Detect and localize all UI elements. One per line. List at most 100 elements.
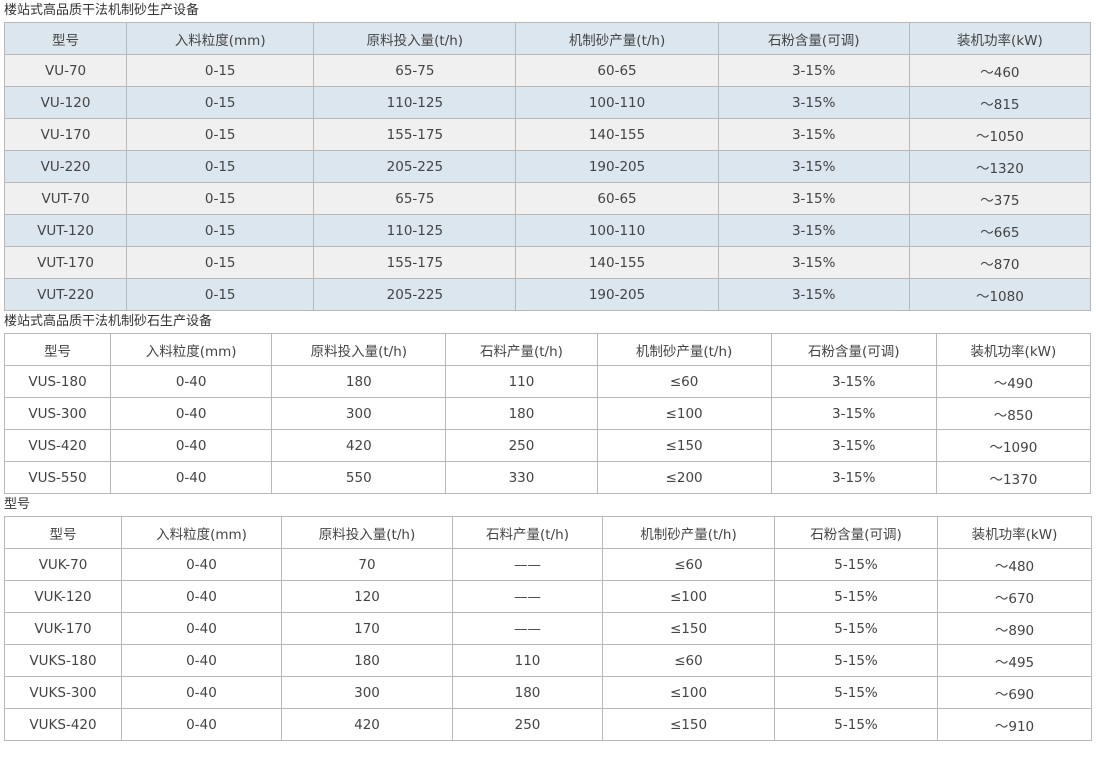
table-cell: ～460 (908, 54, 1092, 87)
table-cell: VUT-70 (3, 182, 128, 215)
table-cell: 100-110 (515, 86, 719, 119)
table-cell: 60-65 (515, 182, 719, 215)
table-cell: 0-40 (121, 548, 282, 581)
table-cell: 0-15 (126, 118, 315, 151)
section-title-3: 型号 (4, 497, 31, 512)
table-cell: 0-40 (110, 365, 273, 398)
table-cell: 0-40 (121, 676, 282, 709)
table-row: VUS-550 0-40 550 330 ≤200 3-15% ～1370 (3, 461, 1092, 494)
column-header: 装机功率(kW) (935, 333, 1092, 366)
column-header: 机制砂产量(t/h) (602, 516, 775, 549)
section-title-2: 楼站式高品质干法机制砂石生产设备 (4, 314, 213, 329)
table-cell: ～1050 (908, 118, 1092, 151)
table-cell: ～670 (937, 580, 1092, 613)
table-cell: 0-40 (121, 580, 282, 613)
column-header: 原料投入量(t/h) (271, 333, 447, 366)
table-cell: 3-15% (770, 461, 937, 494)
column-header: 石粉含量(可调) (774, 516, 938, 549)
table-cell: 180 (271, 365, 447, 398)
table-cell: ～890 (937, 612, 1092, 645)
table-cell: ≤100 (602, 676, 775, 709)
table-cell: VU-120 (3, 86, 128, 119)
table-cell: 3-15% (717, 182, 910, 215)
table-cell: ≤60 (596, 365, 772, 398)
table-row: VUKS-420 0-40 420 250 ≤150 5-15% ～910 (4, 708, 1092, 741)
table-cell: VU-70 (3, 54, 128, 87)
table-cell: ～910 (937, 708, 1092, 741)
table-row: VUKS-180 0-40 180 110 ≤60 5-15% ～495 (4, 644, 1092, 677)
table-cell: VUK-170 (4, 612, 122, 645)
table-cell: 330 (445, 461, 598, 494)
table-cell: 300 (281, 676, 453, 709)
table-cell: 120 (281, 580, 453, 613)
table-cell: 205-225 (313, 150, 517, 183)
table-row: VUS-420 0-40 420 250 ≤150 3-15% ～1090 (3, 429, 1092, 462)
table-row: VUT-120 0-15 110-125 100-110 3-15% ～665 (3, 214, 1092, 247)
table-cell: VUK-70 (4, 548, 122, 581)
table-row: VUK-170 0-40 170 —— ≤150 5-15% ～890 (4, 612, 1092, 645)
column-header: 入料粒度(mm) (126, 22, 315, 55)
table-cell: 205-225 (313, 278, 517, 311)
table-cell: 250 (445, 429, 598, 462)
table-cell: ≤200 (596, 461, 772, 494)
table-cell: 110 (452, 644, 603, 677)
column-header: 石料产量(t/h) (445, 333, 598, 366)
table-row: VUK-70 0-40 70 —— ≤60 5-15% ～480 (4, 548, 1092, 581)
table-cell: 0-15 (126, 246, 315, 279)
column-header: 原料投入量(t/h) (313, 22, 517, 55)
column-header: 装机功率(kW) (937, 516, 1092, 549)
table-cell: 65-75 (313, 182, 517, 215)
table-cell: 190-205 (515, 278, 719, 311)
table-cell: 140-155 (515, 118, 719, 151)
table-cell: 3-15% (717, 54, 910, 87)
table-row: VUT-220 0-15 205-225 190-205 3-15% ～1080 (3, 278, 1092, 311)
table-cell: ～1320 (908, 150, 1092, 183)
table-cell: VUT-120 (3, 214, 128, 247)
table-cell: 0-40 (110, 397, 273, 430)
column-header: 型号 (3, 22, 128, 55)
table-cell: 3-15% (770, 397, 937, 430)
table-row: VU-120 0-15 110-125 100-110 3-15% ～815 (3, 86, 1092, 119)
table-cell: 180 (452, 676, 603, 709)
table-cell: 3-15% (717, 118, 910, 151)
table-cell: ≤60 (602, 644, 775, 677)
table-cell: VUKS-420 (4, 708, 122, 741)
table-cell: ～375 (908, 182, 1092, 215)
table-cell: VU-170 (3, 118, 128, 151)
table-cell: 0-40 (110, 461, 273, 494)
table-body: VUK-70 0-40 70 —— ≤60 5-15% ～480 VUK-120 0-40 120… (4, 548, 1092, 741)
table-header-row: 型号 入料粒度(mm) 原料投入量(t/h) 石料产量(t/h) 机制砂产量(t/h) 石… (3, 333, 1092, 366)
table-row: VUS-300 0-40 300 180 ≤100 3-15% ～850 (3, 397, 1092, 430)
column-header: 原料投入量(t/h) (281, 516, 453, 549)
table-row: VU-220 0-15 205-225 190-205 3-15% ～1320 (3, 150, 1092, 183)
table-cell: 5-15% (774, 580, 938, 613)
table-cell: ≤100 (596, 397, 772, 430)
table-row: VUKS-300 0-40 300 180 ≤100 5-15% ～690 (4, 676, 1092, 709)
column-header: 入料粒度(mm) (110, 333, 273, 366)
table-cell: 100-110 (515, 214, 719, 247)
table-cell: 190-205 (515, 150, 719, 183)
table-cell: 0-15 (126, 54, 315, 87)
spec-table-sand-stone: 型号 入料粒度(mm) 原料投入量(t/h) 石料产量(t/h) 机制砂产量(t/h) 石… (3, 333, 1092, 494)
table-cell: 0-40 (110, 429, 273, 462)
table-cell: ～665 (908, 214, 1092, 247)
column-header: 石料产量(t/h) (452, 516, 603, 549)
table-cell: 300 (271, 397, 447, 430)
table-cell: 60-65 (515, 54, 719, 87)
spec-table-models: 型号 入料粒度(mm) 原料投入量(t/h) 石料产量(t/h) 机制砂产量(t/h) 石… (4, 516, 1092, 741)
table-cell: 180 (445, 397, 598, 430)
table-cell: 110-125 (313, 214, 517, 247)
column-header: 机制砂产量(t/h) (515, 22, 719, 55)
table-cell: 420 (271, 429, 447, 462)
table-cell: 3-15% (717, 150, 910, 183)
column-header: 石粉含量(可调) (770, 333, 937, 366)
table-cell: 3-15% (770, 429, 937, 462)
table-cell: 420 (281, 708, 453, 741)
table-cell: ≤150 (602, 612, 775, 645)
table-cell: 0-15 (126, 150, 315, 183)
table-cell: 0-15 (126, 214, 315, 247)
table-body: VU-70 0-15 65-75 60-65 3-15% ～460 VU-120 0-15 11… (3, 54, 1092, 311)
table-cell: VUK-120 (4, 580, 122, 613)
table-cell: —— (452, 612, 603, 645)
table-cell: VUS-550 (3, 461, 112, 494)
